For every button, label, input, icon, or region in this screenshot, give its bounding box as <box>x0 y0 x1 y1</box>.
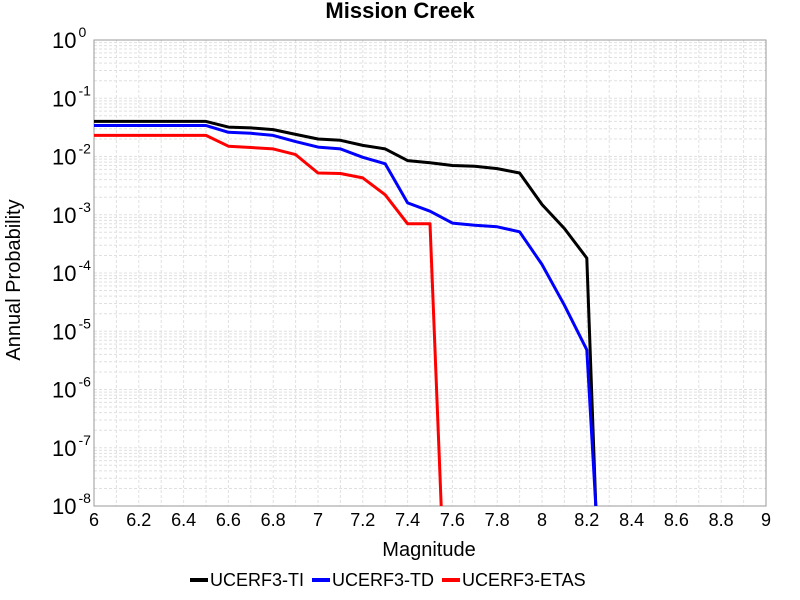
y-tick-label: 10 -6 <box>52 374 91 403</box>
x-tick-label: 7.2 <box>350 510 375 530</box>
x-tick-label: 6.6 <box>216 510 241 530</box>
x-axis-ticks: 6 6.2 6.4 6.6 6.8 7 7.2 7.4 7.6 7.8 8 8.2 8.4 8.6 8.8 9 <box>89 510 771 530</box>
y-tick-label: 10 -1 <box>52 82 91 111</box>
x-tick-label: 8.4 <box>619 510 644 530</box>
y-tick-label: 10 -7 <box>52 432 91 461</box>
x-tick-label: 8.2 <box>574 510 599 530</box>
y-tick-label: 10 -8 <box>52 490 91 519</box>
y-tick-label: 10 -5 <box>52 315 91 344</box>
x-tick-label: 7.6 <box>440 510 465 530</box>
x-axis-label: Magnitude <box>382 539 475 561</box>
x-tick-label: 7.8 <box>485 510 510 530</box>
legend-label-ucerf3-td: UCERF3-TD <box>332 570 434 590</box>
x-tick-label: 8.8 <box>709 510 734 530</box>
plot-area <box>93 39 767 507</box>
x-tick-label: 6.8 <box>261 510 286 530</box>
legend: UCERF3-TI UCERF3-TD UCERF3-ETAS <box>190 570 586 590</box>
series-line-ucerf3-etas <box>94 133 443 507</box>
x-tick-label: 6 <box>89 510 99 530</box>
y-tick-label: 10 -4 <box>52 257 91 286</box>
x-tick-label: 9 <box>761 510 771 530</box>
x-tick-label: 8 <box>537 510 547 530</box>
legend-label-ucerf3-etas: UCERF3-ETAS <box>462 570 586 590</box>
y-axis-label: Annual Probability <box>3 199 25 360</box>
x-tick-label: 6.2 <box>126 510 151 530</box>
legend-label-ucerf3-ti: UCERF3-TI <box>210 570 304 590</box>
chart-title: Mission Creek <box>325 0 475 23</box>
x-tick-label: 7 <box>313 510 323 530</box>
x-tick-label: 8.6 <box>664 510 689 530</box>
series-layer <box>94 119 598 507</box>
series-line-ucerf3-td <box>94 124 598 507</box>
x-tick-label: 6.4 <box>171 510 196 530</box>
x-tick-label: 7.4 <box>395 510 420 530</box>
y-tick-label: 10 0 <box>52 24 86 53</box>
y-tick-label: 10 -2 <box>52 141 91 170</box>
y-tick-label: 10 -3 <box>52 199 91 228</box>
grid <box>93 40 767 507</box>
series-line-ucerf3-ti <box>94 119 598 507</box>
